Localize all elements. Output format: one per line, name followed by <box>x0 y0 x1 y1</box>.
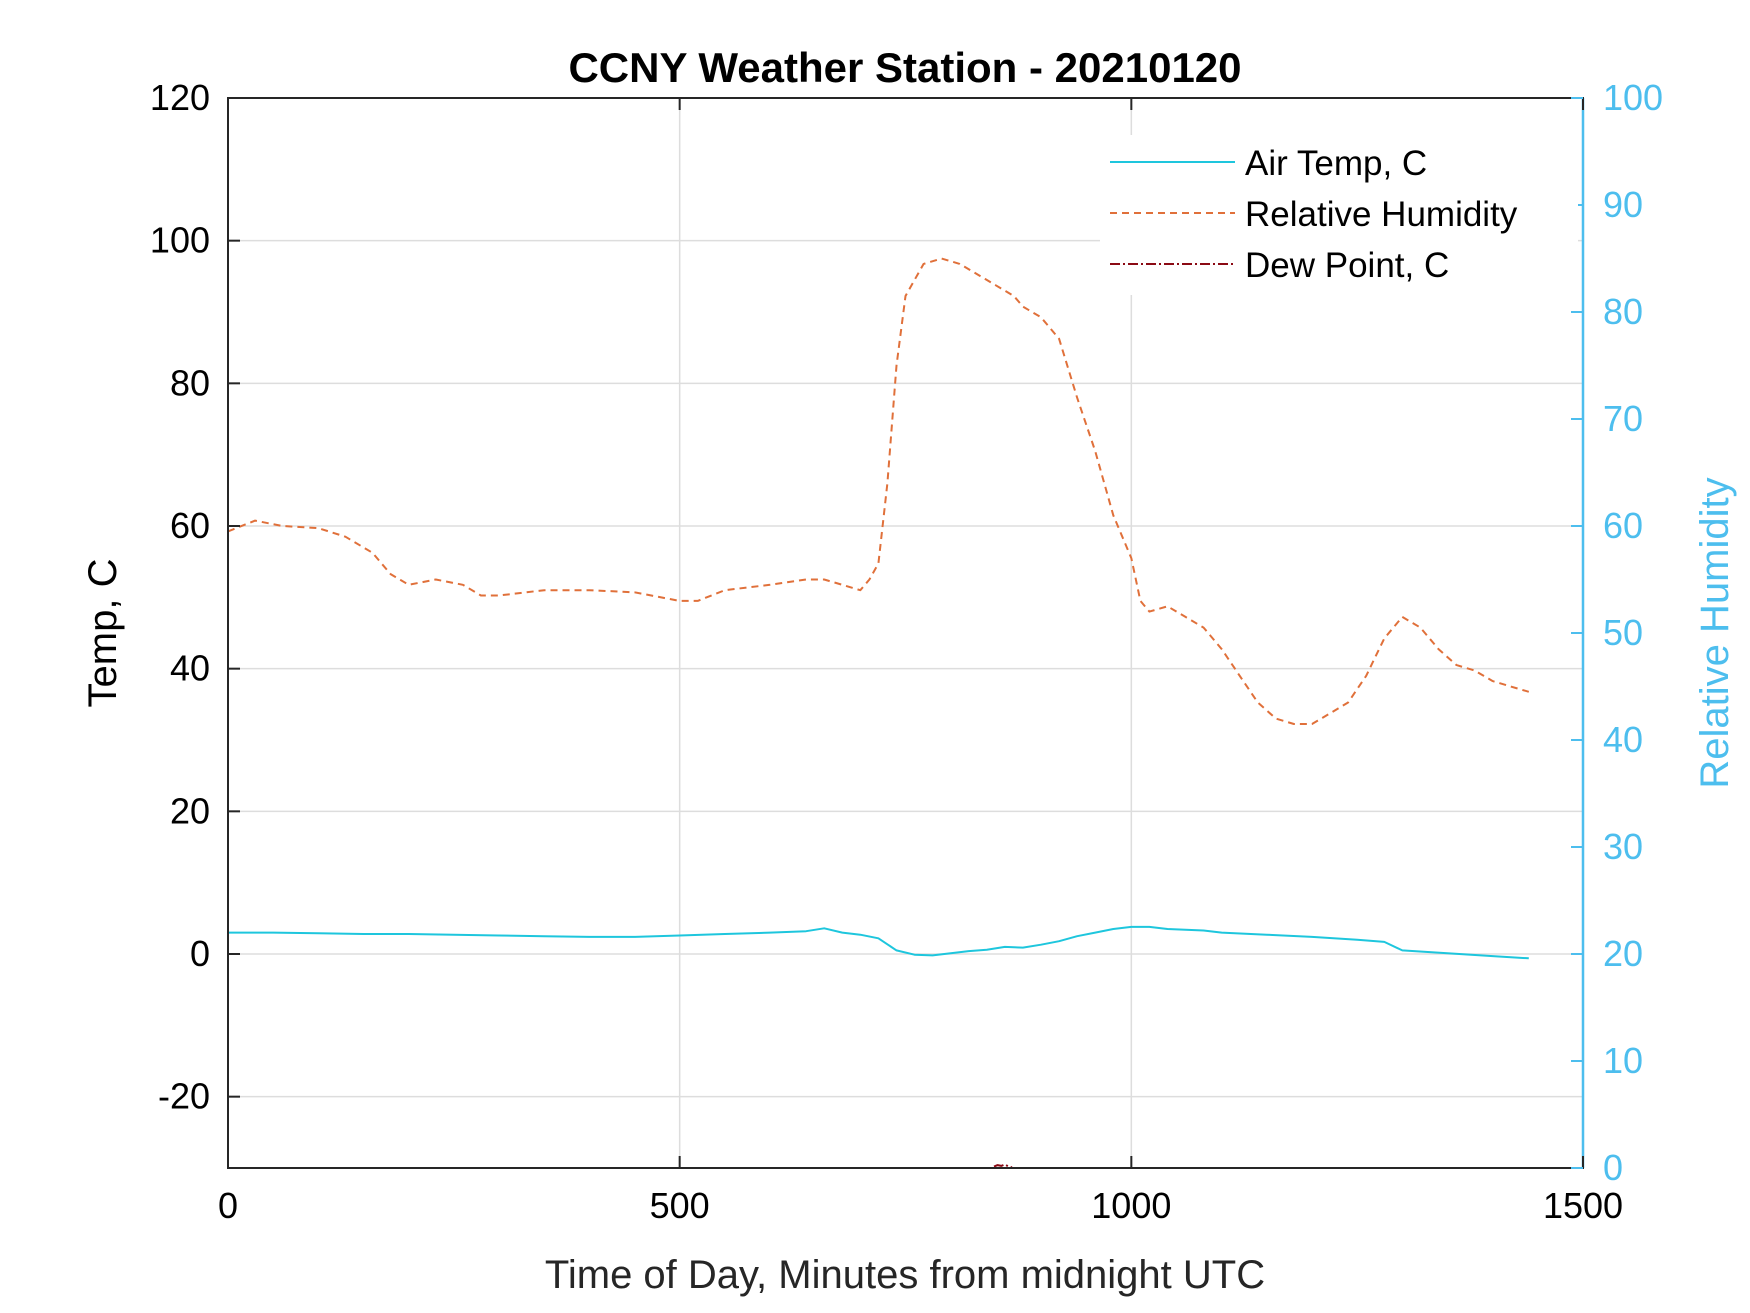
y-right-tick-label: 60 <box>1603 505 1643 546</box>
y-axis-label-left: Temp, C <box>81 559 125 708</box>
y-right-tick-label: 0 <box>1603 1147 1623 1188</box>
y-right-tick-label: 10 <box>1603 1040 1643 1081</box>
y-right-tick-label: 40 <box>1603 719 1643 760</box>
x-tick-label: 1000 <box>1091 1185 1171 1226</box>
x-axis-label: Time of Day, Minutes from midnight UTC <box>545 1253 1265 1297</box>
legend-label-dew-point: Dew Point, C <box>1245 246 1449 285</box>
y-left-tick-label: 120 <box>150 77 210 118</box>
y-left-tick-label: 40 <box>170 648 210 689</box>
y-right-tick-label: 100 <box>1603 77 1663 118</box>
y-right-tick-label: 20 <box>1603 933 1643 974</box>
y-left-tick-label: 0 <box>190 933 210 974</box>
y-right-tick-label: 70 <box>1603 398 1643 439</box>
y-left-tick-label: 100 <box>150 220 210 261</box>
legend-label-air-temp: Air Temp, C <box>1245 144 1427 183</box>
x-tick-label: 1500 <box>1543 1185 1623 1226</box>
relative-humidity-line <box>227 257 1530 725</box>
y-left-tick-label: 60 <box>170 505 210 546</box>
y-left-tick-label: -20 <box>158 1076 210 1117</box>
x-tick-label: 500 <box>650 1185 710 1226</box>
series-group <box>227 257 1530 1169</box>
legend-label-relative-humidity: Relative Humidity <box>1245 195 1518 234</box>
x-tick-label: 0 <box>218 1185 238 1226</box>
y-axis-label-right: Relative Humidity <box>1693 477 1737 788</box>
y-right-tick-label: 50 <box>1603 612 1643 653</box>
air-temp-line <box>228 925 1529 960</box>
y-left-tick-label: 20 <box>170 790 210 831</box>
dew-point-line <box>993 1163 1013 1169</box>
y-right-tick-label: 90 <box>1603 184 1643 225</box>
y-left-tick-label: 80 <box>170 362 210 403</box>
axis-ticks: 0 500 1000 1500 -20 0 20 40 60 80 100 120 0 10 20 30 40 5… <box>150 77 1663 1226</box>
y-right-tick-label: 80 <box>1603 291 1643 332</box>
legend: Air Temp, C Relative Humidity Dew Point,… <box>1100 135 1578 295</box>
chart-title: CCNY Weather Station - 20210120 <box>568 44 1241 91</box>
y-right-tick-label: 30 <box>1603 826 1643 867</box>
